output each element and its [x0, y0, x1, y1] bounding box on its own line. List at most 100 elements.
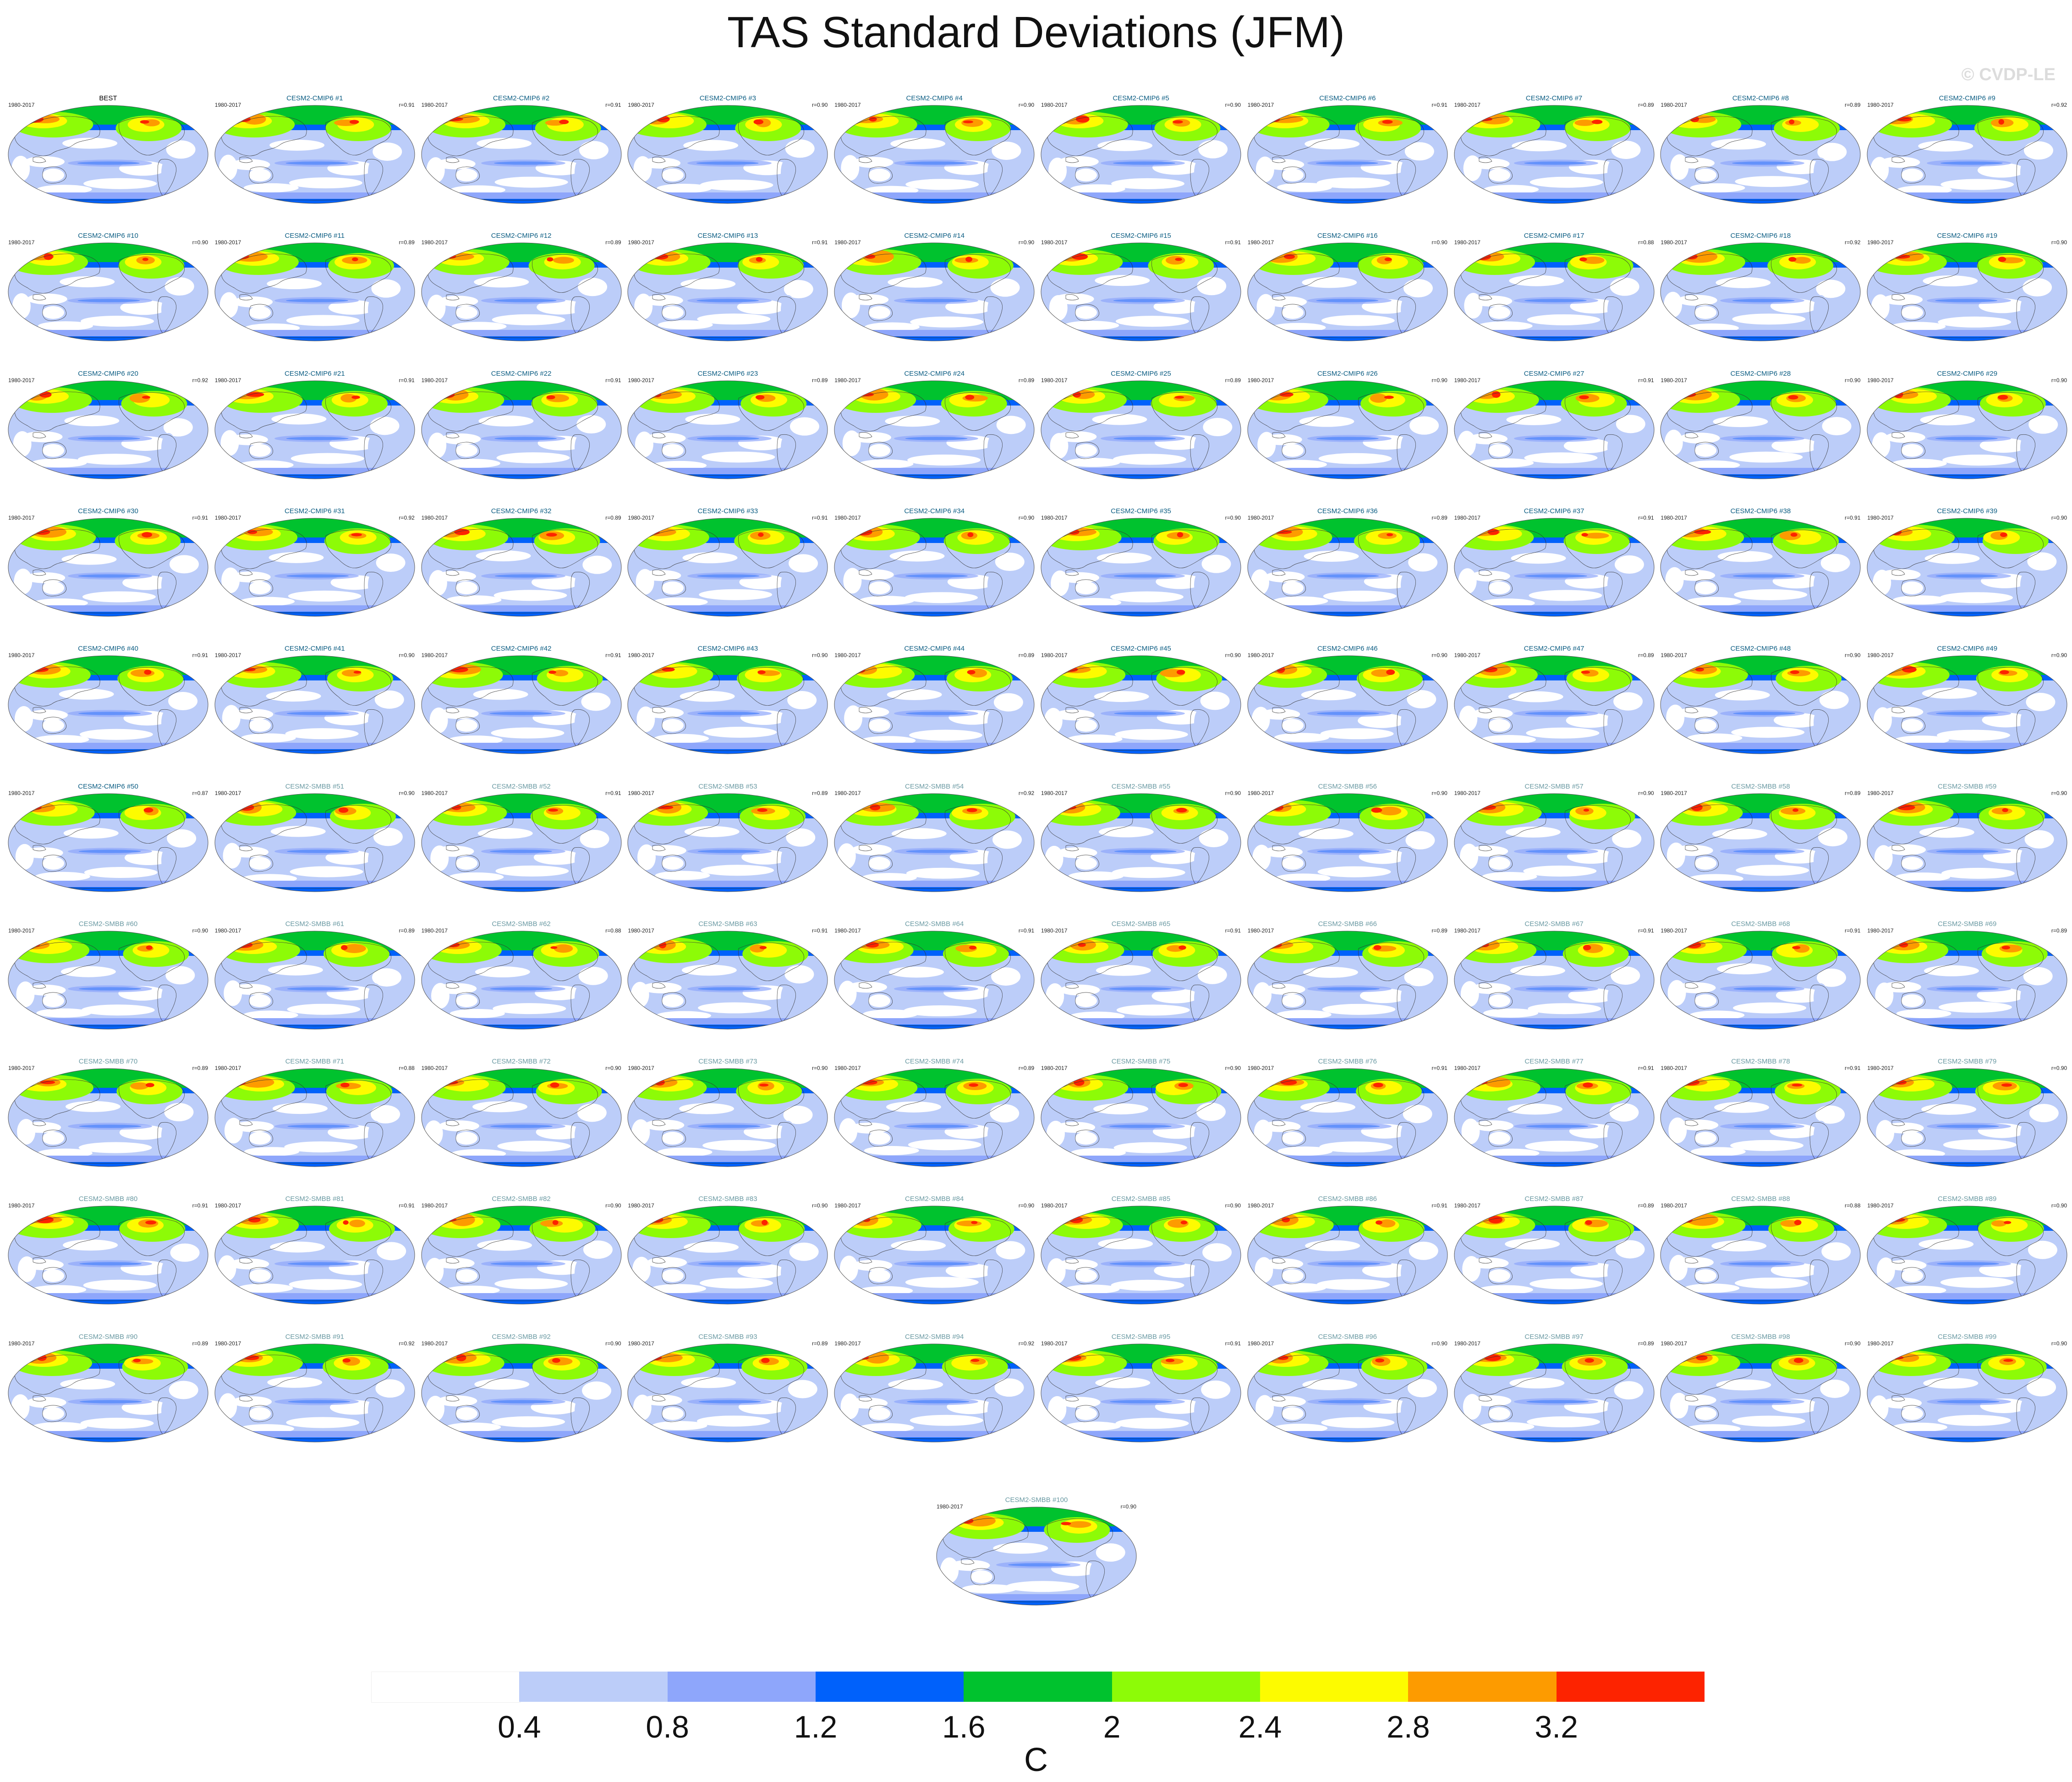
map-panel: CESM2-SMBB #89 1980-2017 r=0.90	[1865, 1195, 2069, 1305]
panel-period: 1980-2017	[834, 1065, 861, 1072]
globe-map	[1867, 1206, 2067, 1305]
panel-title: CESM2-SMBB #86	[1318, 1195, 1377, 1203]
map-panel: CESM2-SMBB #69 1980-2017 r=0.89	[1865, 920, 2069, 1030]
panel-period: 1980-2017	[421, 514, 448, 521]
panel-period: 1980-2017	[1454, 514, 1480, 521]
panel-period: 1980-2017	[628, 927, 654, 934]
globe-map	[1041, 380, 1241, 479]
panel-correlation: r=0.90	[1225, 102, 1241, 108]
panel-period: 1980-2017	[1041, 239, 1068, 246]
globe-map	[8, 105, 208, 204]
panel-period: 1980-2017	[834, 652, 861, 659]
panel-period: 1980-2017	[1661, 102, 1687, 108]
panel-title: CESM2-CMIP6 #39	[1937, 507, 1998, 515]
panel-title: CESM2-SMBB #91	[285, 1332, 344, 1341]
panel-title: CESM2-CMIP6 #31	[284, 507, 345, 515]
globe-map	[1660, 1206, 1861, 1305]
map-panel: CESM2-CMIP6 #17 1980-2017 r=0.88	[1453, 232, 1656, 342]
panel-period: 1980-2017	[1661, 652, 1687, 659]
colorbar-unit-label: C	[1024, 1742, 1048, 1778]
panel-period: 1980-2017	[214, 652, 241, 659]
panel-title: CESM2-CMIP6 #21	[284, 369, 345, 378]
panel-correlation: r=0.90	[2051, 514, 2067, 521]
panel-title: CESM2-SMBB #53	[698, 782, 757, 790]
panel-period: 1980-2017	[214, 377, 241, 384]
panel-period: 1980-2017	[1041, 927, 1068, 934]
globe-map	[627, 793, 828, 892]
map-panel: CESM2-SMBB #87 1980-2017 r=0.89	[1453, 1195, 1656, 1305]
watermark: © CVDP-LE	[1961, 65, 2056, 84]
panel-title: CESM2-SMBB #76	[1318, 1058, 1377, 1066]
panel-title: CESM2-SMBB #78	[1731, 1058, 1790, 1066]
panel-period: 1980-2017	[1661, 1065, 1687, 1072]
panel-correlation: r=0.90	[192, 927, 208, 934]
map-panel: CESM2-CMIP6 #49 1980-2017 r=0.90	[1865, 645, 2069, 755]
panel-title: CESM2-CMIP6 #44	[904, 645, 965, 653]
panel-title: CESM2-SMBB #72	[492, 1058, 551, 1066]
map-panel: CESM2-CMIP6 #6 1980-2017 r=0.91	[1246, 94, 1449, 204]
panel-period: 1980-2017	[1247, 1202, 1274, 1209]
panel-correlation: r=0.92	[192, 377, 208, 384]
panel-correlation: r=0.90	[1431, 790, 1447, 796]
panel-correlation: r=0.90	[1638, 790, 1654, 796]
globe-map	[1867, 380, 2067, 479]
panel-period: 1980-2017	[1247, 514, 1274, 521]
globe-map	[834, 518, 1035, 617]
panel-correlation: r=0.91	[1431, 1202, 1447, 1209]
panel-correlation: r=0.90	[1845, 1340, 1861, 1347]
map-panel: CESM2-CMIP6 #27 1980-2017 r=0.91	[1453, 370, 1656, 480]
panel-period: 1980-2017	[1867, 790, 1894, 796]
panel-correlation: r=0.89	[399, 927, 415, 934]
panel-correlation: r=0.89	[1638, 1202, 1654, 1209]
globe-map	[1041, 1343, 1241, 1442]
panel-period: 1980-2017	[834, 102, 861, 108]
panel-period: 1980-2017	[834, 927, 861, 934]
panel-period: 1980-2017	[8, 514, 35, 521]
panel-period: 1980-2017	[214, 1202, 241, 1209]
panel-correlation: r=0.89	[1018, 1065, 1035, 1072]
panel-title: CESM2-SMBB #51	[285, 782, 344, 790]
panel-period: 1980-2017	[1661, 239, 1687, 246]
map-panel: CESM2-SMBB #65 1980-2017 r=0.91	[1039, 920, 1243, 1030]
globe-map	[936, 1507, 1137, 1606]
map-panel: CESM2-CMIP6 #32 1980-2017 r=0.89	[420, 507, 623, 617]
panel-period: 1980-2017	[1041, 652, 1068, 659]
panel-correlation: r=0.89	[192, 1340, 208, 1347]
panel-correlation: r=0.89	[1018, 377, 1035, 384]
map-panel: CESM2-CMIP6 #40 1980-2017 r=0.91	[6, 645, 210, 755]
panel-title: CESM2-SMBB #70	[78, 1058, 138, 1066]
panel-title: CESM2-SMBB #68	[1731, 920, 1790, 928]
panel-title: CESM2-SMBB #85	[1111, 1195, 1171, 1203]
globe-map	[834, 931, 1035, 1030]
map-panel: CESM2-CMIP6 #10 1980-2017 r=0.90	[6, 232, 210, 342]
panel-title: CESM2-SMBB #83	[698, 1195, 757, 1203]
panel-period: 1980-2017	[834, 377, 861, 384]
globe-map	[1041, 242, 1241, 341]
panel-correlation: r=0.89	[812, 377, 828, 384]
globe-map	[8, 1343, 208, 1442]
panel-title: CESM2-SMBB #82	[492, 1195, 551, 1203]
map-panel: CESM2-SMBB #78 1980-2017 r=0.91	[1659, 1058, 1862, 1168]
globe-map	[1867, 242, 2067, 341]
colorbar-tick-label: 1.6	[942, 1710, 986, 1744]
panel-period: 1980-2017	[628, 239, 654, 246]
panel-period: 1980-2017	[1247, 1065, 1274, 1072]
map-panel: CESM2-CMIP6 #4 1980-2017 r=0.90	[833, 94, 1036, 204]
panel-correlation: r=0.92	[1018, 790, 1035, 796]
map-panel: CESM2-CMIP6 #18 1980-2017 r=0.92	[1659, 232, 1862, 342]
globe-map	[1247, 518, 1448, 617]
map-panel: CESM2-SMBB #86 1980-2017 r=0.91	[1246, 1195, 1449, 1305]
panel-correlation: r=0.90	[399, 790, 415, 796]
panel-title: CESM2-SMBB #95	[1111, 1332, 1171, 1341]
map-panel: CESM2-CMIP6 #26 1980-2017 r=0.90	[1246, 370, 1449, 480]
panel-title: CESM2-CMIP6 #37	[1524, 507, 1584, 515]
panel-title: CESM2-SMBB #87	[1524, 1195, 1584, 1203]
panel-correlation: r=0.88	[605, 927, 621, 934]
map-panel: CESM2-SMBB #61 1980-2017 r=0.89	[213, 920, 417, 1030]
panel-period: 1980-2017	[8, 102, 35, 108]
map-panel: CESM2-SMBB #60 1980-2017 r=0.90	[6, 920, 210, 1030]
panel-correlation: r=0.91	[399, 102, 415, 108]
panel-title: CESM2-SMBB #66	[1318, 920, 1377, 928]
panel-period: 1980-2017	[1661, 790, 1687, 796]
map-panel: CESM2-SMBB #88 1980-2017 r=0.88	[1659, 1195, 1862, 1305]
